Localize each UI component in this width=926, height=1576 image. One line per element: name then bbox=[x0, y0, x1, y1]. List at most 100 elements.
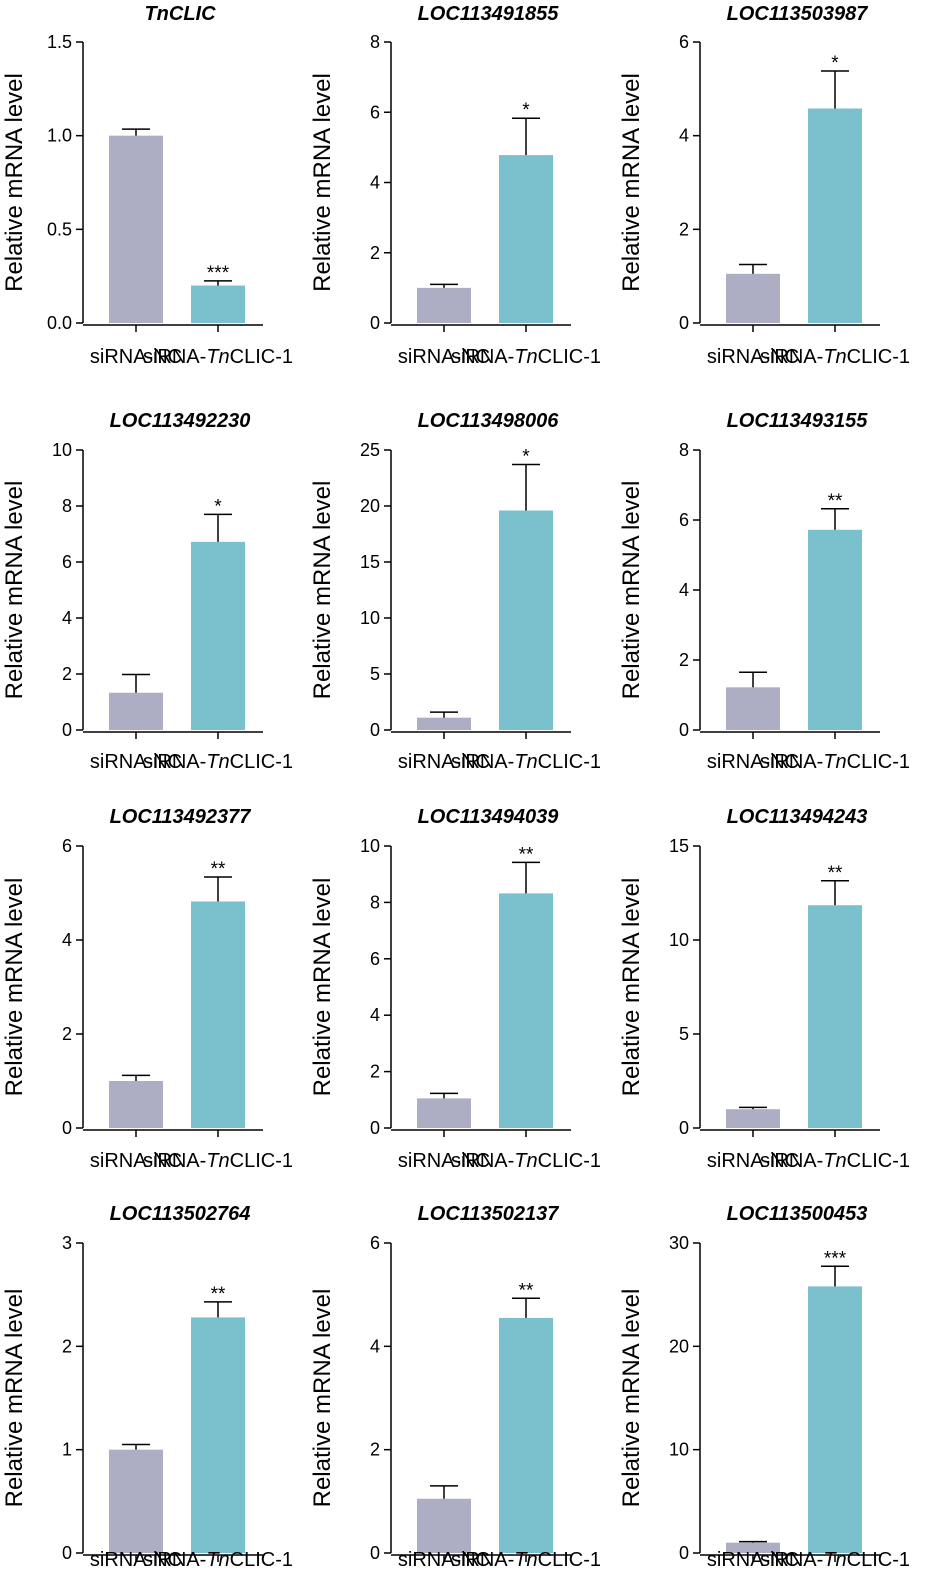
chart-panel-11: LOC113500453 Relative mRNA level 0 10 20 30 si… bbox=[618, 1203, 910, 1571]
y-tick-label: 8 bbox=[62, 496, 72, 516]
bar-treatment bbox=[191, 1317, 245, 1553]
chart-title: LOC113494039 bbox=[418, 806, 560, 828]
x-category-label: siRNA-NC bbox=[398, 1549, 490, 1571]
significance-label: *** bbox=[207, 263, 230, 284]
category-label-part: siRNA- bbox=[760, 751, 823, 773]
x-category-label: siRNA-TnCLIC-1 bbox=[143, 346, 293, 368]
chart-panel-6: LOC113492377 Relative mRNA level 0 2 4 6 siRNA… bbox=[1, 806, 293, 1172]
y-tick-label: 15 bbox=[669, 836, 689, 856]
significance-label: ** bbox=[519, 844, 534, 865]
category-label-part: CLIC-1 bbox=[538, 751, 601, 773]
y-axis-label: Relative mRNA level bbox=[1, 878, 28, 1097]
y-tick-label: 6 bbox=[679, 510, 689, 530]
category-label-part: Tn bbox=[823, 751, 846, 773]
category-label-part: Tn bbox=[514, 1549, 537, 1571]
y-tick-label: 0 bbox=[679, 313, 689, 333]
x-category-label: siRNA-NC bbox=[398, 751, 490, 773]
y-tick-label: 5 bbox=[370, 664, 380, 684]
category-label-part: siRNA- bbox=[143, 1549, 206, 1571]
y-tick-label: 2 bbox=[370, 1440, 380, 1460]
y-tick-label: 1 bbox=[62, 1440, 72, 1460]
significance-label: * bbox=[522, 447, 530, 468]
category-label-part: siRNA- bbox=[143, 751, 206, 773]
chart-title: LOC113503987 bbox=[727, 3, 869, 25]
y-tick-label: 4 bbox=[679, 126, 689, 146]
x-category-label: siRNA-TnCLIC-1 bbox=[451, 1150, 601, 1172]
category-label-part: Tn bbox=[206, 1549, 229, 1571]
y-tick-label: 4 bbox=[370, 1005, 380, 1025]
y-tick-label: 0 bbox=[62, 720, 72, 740]
x-category-label: siRNA-TnCLIC-1 bbox=[760, 346, 910, 368]
y-tick-label: 1.0 bbox=[47, 126, 72, 146]
x-category-label: siRNA-TnCLIC-1 bbox=[760, 1549, 910, 1571]
x-category-label: siRNA-TnCLIC-1 bbox=[760, 751, 910, 773]
y-tick-label: 25 bbox=[360, 440, 380, 460]
x-category-label: siRNA-NC bbox=[90, 751, 182, 773]
y-tick-label: 20 bbox=[360, 496, 380, 516]
chart-title: LOC113498006 bbox=[418, 410, 560, 432]
category-label-part: siRNA- bbox=[143, 346, 206, 368]
significance-label: ** bbox=[828, 491, 843, 512]
y-tick-label: 0 bbox=[679, 720, 689, 740]
chart-title: LOC113493155 bbox=[727, 410, 869, 432]
y-axis-label: Relative mRNA level bbox=[309, 481, 336, 700]
chart-panel-0: TnCLIC Relative mRNA level 0.0 0.5 1.0 1.5 siR… bbox=[1, 3, 293, 368]
y-tick-label: 4 bbox=[62, 608, 72, 628]
y-tick-label: 15 bbox=[360, 552, 380, 572]
bar-treatment bbox=[499, 155, 553, 323]
y-axis-label: Relative mRNA level bbox=[309, 73, 336, 292]
y-tick-label: 0 bbox=[370, 313, 380, 333]
y-tick-label: 10 bbox=[360, 836, 380, 856]
y-tick-label: 6 bbox=[370, 102, 380, 122]
category-label-part: siRNA- bbox=[760, 346, 823, 368]
y-tick-label: 0 bbox=[62, 1118, 72, 1138]
category-label-part: siRNA- bbox=[451, 1549, 514, 1571]
category-label-part: CLIC-1 bbox=[538, 1150, 601, 1172]
y-tick-label: 6 bbox=[370, 1233, 380, 1253]
bar-control bbox=[417, 1498, 471, 1553]
y-tick-label: 0.0 bbox=[47, 313, 72, 333]
y-tick-label: 2 bbox=[62, 664, 72, 684]
y-tick-label: 4 bbox=[62, 930, 72, 950]
y-tick-label: 10 bbox=[360, 608, 380, 628]
x-category-label: siRNA-NC bbox=[90, 1549, 182, 1571]
y-axis-label: Relative mRNA level bbox=[309, 1289, 336, 1508]
y-axis-label: Relative mRNA level bbox=[1, 1289, 28, 1508]
y-tick-label: 2 bbox=[679, 219, 689, 239]
x-category-label: siRNA-NC bbox=[398, 1150, 490, 1172]
bar-treatment bbox=[191, 285, 245, 323]
category-label-part: CLIC-1 bbox=[538, 1549, 601, 1571]
y-tick-label: 4 bbox=[370, 173, 380, 193]
chart-panel-5: LOC113493155 Relative mRNA level 0 2 4 6 8 siRN… bbox=[618, 410, 910, 773]
bar-control bbox=[726, 687, 780, 730]
y-tick-label: 4 bbox=[679, 580, 689, 600]
y-axis-label: Relative mRNA level bbox=[1, 73, 28, 292]
y-tick-label: 1.5 bbox=[47, 32, 72, 52]
x-category-label: siRNA-TnCLIC-1 bbox=[143, 1150, 293, 1172]
category-label-part: Tn bbox=[823, 346, 846, 368]
bar-treatment bbox=[191, 901, 245, 1128]
category-label-part: CLIC-1 bbox=[230, 1150, 293, 1172]
chart-panel-7: LOC113494039 Relative mRNA level 0 2 4 6 8 10 si… bbox=[309, 806, 601, 1172]
y-tick-label: 2 bbox=[62, 1024, 72, 1044]
y-tick-label: 0 bbox=[370, 720, 380, 740]
y-axis-label: Relative mRNA level bbox=[618, 73, 645, 292]
y-tick-label: 2 bbox=[679, 650, 689, 670]
y-tick-label: 6 bbox=[62, 836, 72, 856]
chart-title: LOC113500453 bbox=[727, 1203, 868, 1225]
significance-label: * bbox=[214, 496, 222, 517]
chart-title: LOC113502137 bbox=[418, 1203, 560, 1225]
bar-treatment bbox=[191, 541, 245, 730]
chart-title: LOC113502764 bbox=[110, 1203, 251, 1225]
category-label-part: CLIC-1 bbox=[538, 346, 601, 368]
x-category-label: siRNA-TnCLIC-1 bbox=[451, 1549, 601, 1571]
x-category-label: siRNA-NC bbox=[707, 751, 799, 773]
category-label-part: Tn bbox=[823, 1549, 846, 1571]
category-label-part: CLIC-1 bbox=[847, 1150, 910, 1172]
bar-control bbox=[109, 135, 163, 323]
y-tick-label: 2 bbox=[370, 1062, 380, 1082]
y-tick-label: 6 bbox=[62, 552, 72, 572]
chart-panel-1: LOC113491855 Relative mRNA level 0 2 4 6 8 siRN… bbox=[309, 3, 601, 368]
x-category-label: siRNA-TnCLIC-1 bbox=[760, 1150, 910, 1172]
